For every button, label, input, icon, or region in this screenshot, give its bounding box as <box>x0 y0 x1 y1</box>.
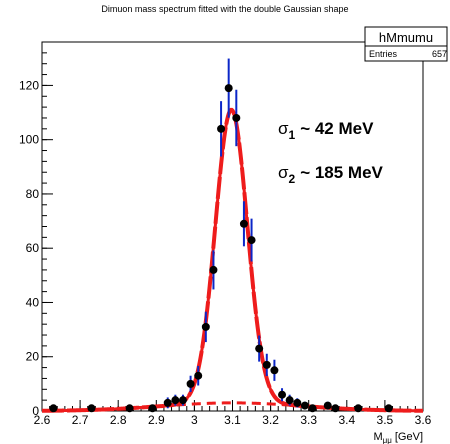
data-point <box>262 353 271 376</box>
data-point <box>331 404 340 413</box>
data-point-marker <box>178 396 187 405</box>
stats-box-frame <box>364 26 448 62</box>
data-point <box>247 218 256 262</box>
data-point-marker <box>186 379 195 388</box>
sigma2-label: σ2 ~ 185 MeV <box>278 163 384 186</box>
sigma1-label: σ1 ~ 42 MeV <box>278 119 374 142</box>
data-point-marker <box>293 398 302 407</box>
x-axis-label-subscript: μμ <box>383 436 393 444</box>
x-tick-label: 3.5 <box>377 413 394 427</box>
data-point-marker <box>285 396 294 405</box>
sigma2-symbol: σ <box>278 163 289 182</box>
data-point <box>323 401 332 410</box>
y-tick-label: 20 <box>26 350 40 364</box>
stats-box: hMmumu Entries 657 <box>364 26 448 62</box>
data-point <box>209 250 218 290</box>
data-point-marker <box>194 371 203 380</box>
data-point <box>178 394 187 406</box>
data-point-marker <box>278 390 287 399</box>
data-point <box>224 58 233 118</box>
data-point <box>148 404 157 413</box>
x-axis-label-symbol: M <box>373 431 382 443</box>
plot-frame <box>41 41 424 412</box>
data-point-marker <box>308 404 317 413</box>
data-point-marker <box>224 84 233 93</box>
stats-entries-label: Entries <box>369 49 398 59</box>
x-axis-label-unit: [GeV] <box>395 431 423 443</box>
y-tick-label: 0 <box>32 404 39 418</box>
sigma2-annotation: σ2 ~ 185 MeV <box>278 163 384 186</box>
x-tick-label: 3.4 <box>338 413 355 427</box>
data-point-marker <box>270 366 279 375</box>
data-point-marker <box>323 401 332 410</box>
data-point <box>171 394 180 406</box>
data-point <box>201 311 210 343</box>
x-tick-label: 2.9 <box>148 413 165 427</box>
data-point <box>255 335 264 362</box>
y-axis: 0 20 40 60 80 100 120 <box>19 41 53 418</box>
data-point <box>194 365 203 386</box>
data-point <box>285 394 294 406</box>
data-point-marker <box>49 404 58 413</box>
data-point <box>278 388 287 402</box>
data-point-marker <box>171 396 180 405</box>
data-point-marker <box>125 404 134 413</box>
data-point-marker <box>232 113 241 122</box>
x-tick-label: 3.1 <box>224 413 241 427</box>
data-point <box>300 401 309 410</box>
x-axis-label: Mμμ [GeV] <box>373 431 423 444</box>
data-point-marker <box>331 404 340 413</box>
x-tick-label: 3.3 <box>300 413 317 427</box>
data-point <box>125 404 134 413</box>
stats-entries-value: 657 <box>432 49 447 59</box>
y-tick-label: 60 <box>26 241 40 255</box>
data-point-marker <box>217 124 226 133</box>
data-point <box>293 398 302 408</box>
data-point-marker <box>163 398 172 407</box>
data-point <box>163 397 172 409</box>
x-tick-label: 2.8 <box>110 413 127 427</box>
data-point <box>239 201 248 247</box>
data-point <box>49 404 58 413</box>
data-point-marker <box>87 404 96 413</box>
x-tick-label: 3.6 <box>415 413 432 427</box>
data-point-marker <box>300 401 309 410</box>
y-tick-label: 40 <box>26 295 40 309</box>
data-point <box>308 404 317 413</box>
x-tick-label: 2.6 <box>34 413 51 427</box>
data-point <box>354 404 363 413</box>
data-point <box>232 89 241 147</box>
chart-title: Dimuon mass spectrum fitted with the dou… <box>101 4 348 14</box>
stats-box-name: hMmumu <box>379 30 433 45</box>
sigma1-value: ~ 42 MeV <box>300 119 374 138</box>
sigma1-symbol: σ <box>278 119 289 138</box>
x-tick-label: 3.2 <box>262 413 279 427</box>
data-point <box>384 404 393 413</box>
data-point-marker <box>247 236 256 245</box>
sigma2-subscript: 2 <box>289 172 296 186</box>
data-point <box>217 101 226 157</box>
data-point <box>87 404 96 413</box>
sigma1-annotation: σ1 ~ 42 MeV <box>278 119 374 142</box>
data-point-marker <box>239 219 248 228</box>
y-tick-label: 100 <box>19 133 39 147</box>
data-point-marker <box>354 404 363 413</box>
data-point-marker <box>384 404 393 413</box>
data-point <box>270 359 279 381</box>
x-tick-label: 3 <box>191 413 198 427</box>
x-tick-label: 2.7 <box>72 413 89 427</box>
data-points <box>49 58 393 413</box>
sigma1-subscript: 1 <box>289 128 296 142</box>
data-point-marker <box>148 404 157 413</box>
data-point-marker <box>209 265 218 274</box>
data-point <box>186 375 195 393</box>
data-point-marker <box>255 344 264 353</box>
data-point-marker <box>262 360 271 369</box>
y-tick-label: 120 <box>19 78 39 92</box>
sigma2-value: ~ 185 MeV <box>300 163 383 182</box>
data-point-marker <box>201 322 210 331</box>
y-tick-label: 80 <box>26 187 40 201</box>
